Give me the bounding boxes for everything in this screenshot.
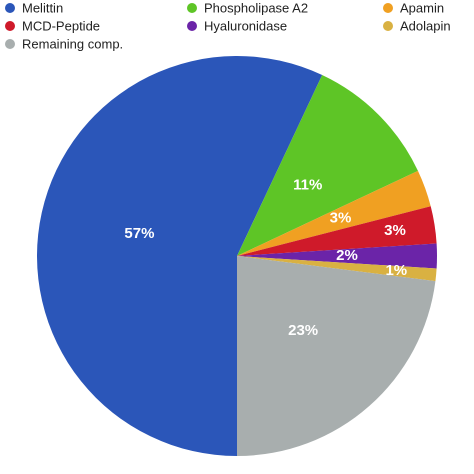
legend-label: Hyaluronidase [204,18,287,33]
pie-slice [237,256,436,456]
legend-label: Melittin [22,0,63,15]
data-label: 3% [330,210,352,227]
pie-slice [237,256,437,282]
legend-marker [383,3,393,13]
data-label: 11% [293,176,322,193]
legend-marker [5,21,15,31]
legend-marker [187,21,197,31]
data-label: 3% [384,222,406,239]
legend-label: Phospholipase A2 [204,0,308,15]
pie-slice [237,75,418,256]
legend-marker [5,39,15,49]
legend-label: Adolapin [400,18,451,33]
pie-slice [237,243,437,269]
pie-slice [237,170,431,256]
legend-marker [5,3,15,13]
data-label: 23% [288,322,318,339]
data-label: 57% [124,225,154,242]
legend-label: MCD-Peptide [22,18,100,33]
legend-marker [187,3,197,13]
legend-marker [383,21,393,31]
legend-label: Apamin [400,0,444,15]
data-label: 2% [336,247,358,264]
pie-slice [36,56,323,457]
legend-label: Remaining comp. [22,36,123,51]
data-label: 1% [385,262,407,279]
pie-slice [237,206,437,256]
